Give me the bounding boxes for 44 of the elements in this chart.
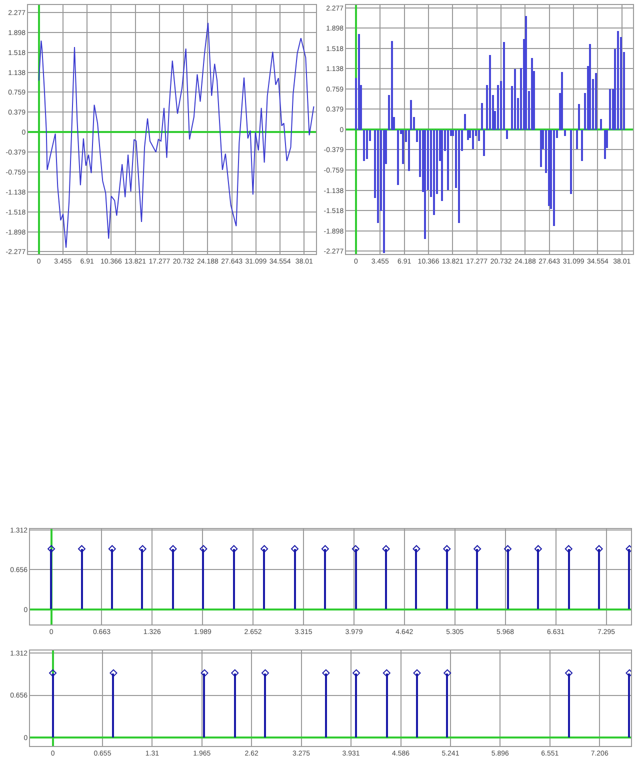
bar bbox=[358, 34, 360, 130]
bar bbox=[548, 130, 550, 206]
bar bbox=[458, 130, 460, 223]
bar bbox=[363, 130, 365, 161]
bar bbox=[408, 130, 410, 171]
bar bbox=[581, 130, 583, 161]
bar bbox=[383, 130, 385, 253]
bar bbox=[503, 42, 505, 130]
bar bbox=[553, 130, 555, 226]
bar bbox=[424, 130, 426, 239]
line-series bbox=[38, 22, 314, 248]
bar bbox=[514, 68, 516, 130]
bar bbox=[397, 130, 399, 185]
bar bbox=[561, 72, 563, 130]
bar bbox=[441, 130, 443, 201]
bar bbox=[472, 130, 474, 149]
bar bbox=[483, 130, 485, 156]
bar bbox=[506, 130, 508, 139]
bar bbox=[464, 114, 466, 130]
bar bbox=[617, 30, 619, 130]
bar bbox=[609, 88, 611, 130]
bar bbox=[433, 130, 435, 215]
bar bbox=[402, 130, 404, 164]
bar bbox=[595, 72, 597, 130]
bar bbox=[604, 130, 606, 159]
bar bbox=[531, 58, 533, 130]
bar bbox=[576, 130, 578, 149]
bar bbox=[578, 104, 580, 130]
bar bbox=[447, 130, 449, 190]
bar bbox=[366, 130, 368, 159]
bar bbox=[589, 44, 591, 130]
bar bbox=[564, 130, 566, 136]
bar bbox=[377, 130, 379, 223]
bar bbox=[467, 130, 469, 140]
bar bbox=[540, 130, 542, 167]
bar bbox=[497, 84, 499, 130]
bar bbox=[478, 130, 480, 141]
bar bbox=[600, 118, 602, 130]
bar bbox=[489, 54, 491, 130]
bar bbox=[570, 130, 572, 194]
bar bbox=[410, 100, 412, 130]
bar bbox=[391, 40, 393, 130]
bar bbox=[481, 102, 483, 130]
bar bbox=[525, 16, 527, 130]
